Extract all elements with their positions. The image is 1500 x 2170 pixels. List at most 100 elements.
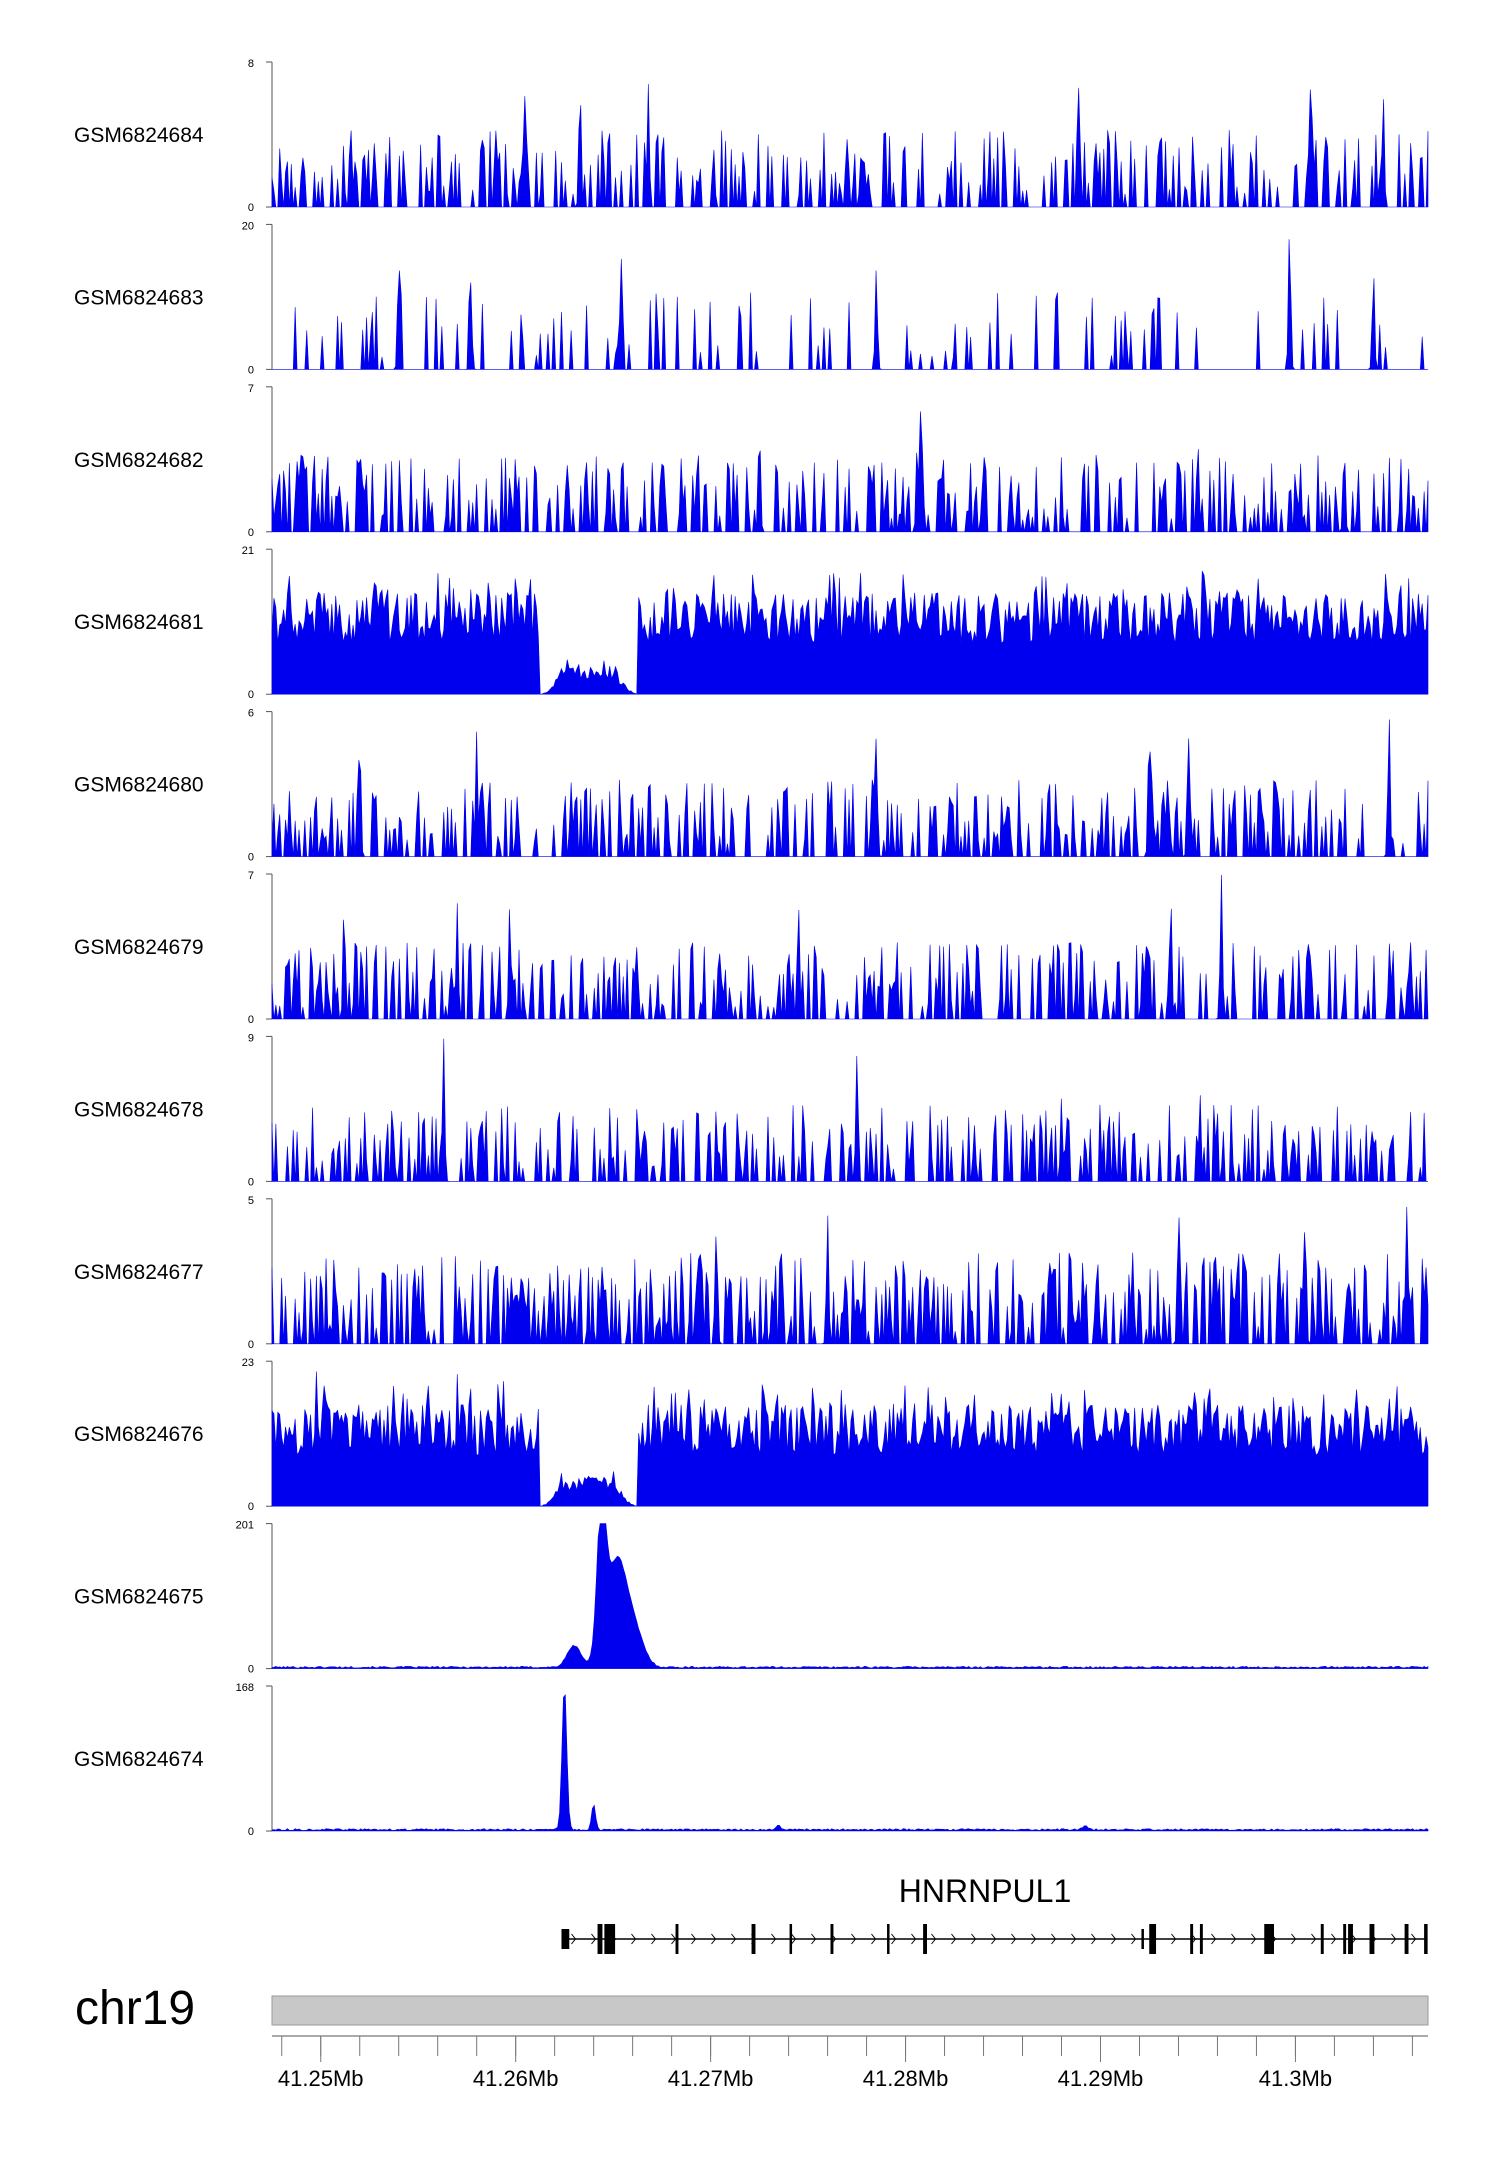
strand-arrow [1051,1933,1057,1945]
y-axis-min-label: 0 [248,202,254,214]
strand-arrow [1211,1933,1217,1945]
y-axis-max-label: 9 [248,1032,254,1044]
track-label: GSM6824682 [74,449,204,472]
track-label: GSM6824674 [74,1748,204,1771]
y-axis-min-label: 0 [248,1664,254,1676]
track-GSM6824680: GSM6824680 6 0 [74,708,1429,864]
chromosome-ideogram: chr19 [75,1982,1429,2035]
y-axis-max-label: 23 [242,1357,254,1369]
gene-exon [1424,1924,1428,1954]
strand-arrow [871,1933,877,1945]
strand-arrow [911,1933,917,1945]
gene-exon [923,1924,928,1954]
strand-arrow [1331,1933,1337,1945]
gene-exon [887,1924,890,1954]
strand-arrow [771,1933,777,1945]
y-axis-max-label: 7 [248,870,254,882]
track-label: GSM6824684 [74,124,204,147]
y-axis-min-label: 0 [248,1014,254,1026]
y-axis-max-label: 168 [236,1682,254,1694]
y-axis-max-label: 5 [248,1195,254,1207]
x-axis-tick-label: 41.26Mb [473,2066,559,2091]
strand-arrow [1131,1933,1137,1945]
strand-arrow [691,1933,697,1945]
strand-arrow [1391,1933,1397,1945]
y-axis-min-label: 0 [248,1501,254,1513]
gene-exon [751,1924,756,1954]
strand-arrow [651,1933,657,1945]
strand-arrow [851,1933,857,1945]
gene-exon [1343,1924,1347,1954]
track-GSM6824684: GSM6824684 8 0 [74,58,1429,214]
y-axis-max-label: 21 [242,545,254,557]
strand-arrow [591,1933,597,1945]
y-axis-min-label: 0 [248,1339,254,1351]
strand-arrow [571,1933,577,1945]
chromosome-label: chr19 [75,1982,195,2035]
strand-arrow [631,1933,637,1945]
strand-arrow [931,1933,937,1945]
strand-arrow [1171,1933,1177,1945]
y-axis-min-label: 0 [248,689,254,701]
x-axis-tick-label: 41.25Mb [278,2066,364,2091]
track-GSM6824678: GSM6824678 9 0 [74,1032,1428,1188]
track-GSM6824683: GSM6824683 20 0 [74,220,1428,376]
y-axis-max-label: 6 [248,708,254,720]
x-axis-tick-label: 41.27Mb [668,2066,754,2091]
track-GSM6824682: GSM6824682 7 0 [74,383,1429,539]
track-GSM6824677: GSM6824677 5 0 [74,1195,1429,1351]
gene-exon [1404,1924,1409,1954]
track-label: GSM6824683 [74,286,204,309]
strand-arrow [1091,1933,1097,1945]
strand-arrow [1011,1933,1017,1945]
x-axis-tick-label: 41.29Mb [1058,2066,1144,2091]
strand-arrow [1251,1933,1257,1945]
track-label: GSM6824681 [74,611,204,634]
gene-track: HNRNPUL1 [561,1873,1428,1954]
coverage-area [271,1206,1429,1345]
strand-arrow [891,1933,897,1945]
gene-exon [1264,1924,1274,1954]
strand-arrow [951,1933,957,1945]
strand-arrow [1291,1933,1297,1945]
x-axis-tick-label: 41.28Mb [863,2066,949,2091]
strand-arrow [1071,1933,1077,1945]
y-axis-min-label: 0 [248,527,254,539]
strand-arrow [971,1933,977,1945]
gene-exon [597,1924,603,1954]
coverage-area [272,239,1428,370]
y-axis-max-label: 201 [236,1520,254,1532]
strand-arrow [1031,1933,1037,1945]
track-label: GSM6824678 [74,1098,204,1121]
gene-exon [604,1924,616,1954]
coverage-area [271,1038,1428,1182]
coverage-area [271,719,1429,858]
track-GSM6824675: GSM6824675 201 0 [74,1520,1429,1676]
chromosome-bar [271,1995,1429,2026]
track-label: GSM6824676 [74,1423,204,1446]
gene-exon [830,1924,834,1954]
gene-exon [1369,1924,1375,1954]
coverage-area [271,84,1429,208]
strand-arrow [1411,1933,1417,1945]
gene-exon [675,1924,679,1954]
strand-arrow [731,1933,737,1945]
coverage-area [271,570,1429,695]
track-label: GSM6824679 [74,936,204,959]
gene-exon [1348,1924,1353,1954]
y-axis-min-label: 0 [248,1826,254,1838]
strand-arrow [791,1933,797,1945]
y-axis-max-label: 8 [248,58,254,70]
strand-arrow [1111,1933,1117,1945]
y-axis-max-label: 20 [242,220,254,232]
track-label: GSM6824677 [74,1261,204,1284]
gene-exon [1199,1924,1203,1954]
genomic-axis: 41.25Mb 41.26Mb 41.27Mb 41.28Mb 41.29Mb 41.3M… [272,2035,1428,2091]
gene-exon [1149,1924,1157,1954]
gene-name-label: HNRNPUL1 [899,1873,1071,1909]
y-axis-min-label: 0 [248,364,254,376]
gene-exon [789,1924,793,1954]
y-axis-max-label: 7 [248,383,254,395]
strand-arrow [991,1933,997,1945]
